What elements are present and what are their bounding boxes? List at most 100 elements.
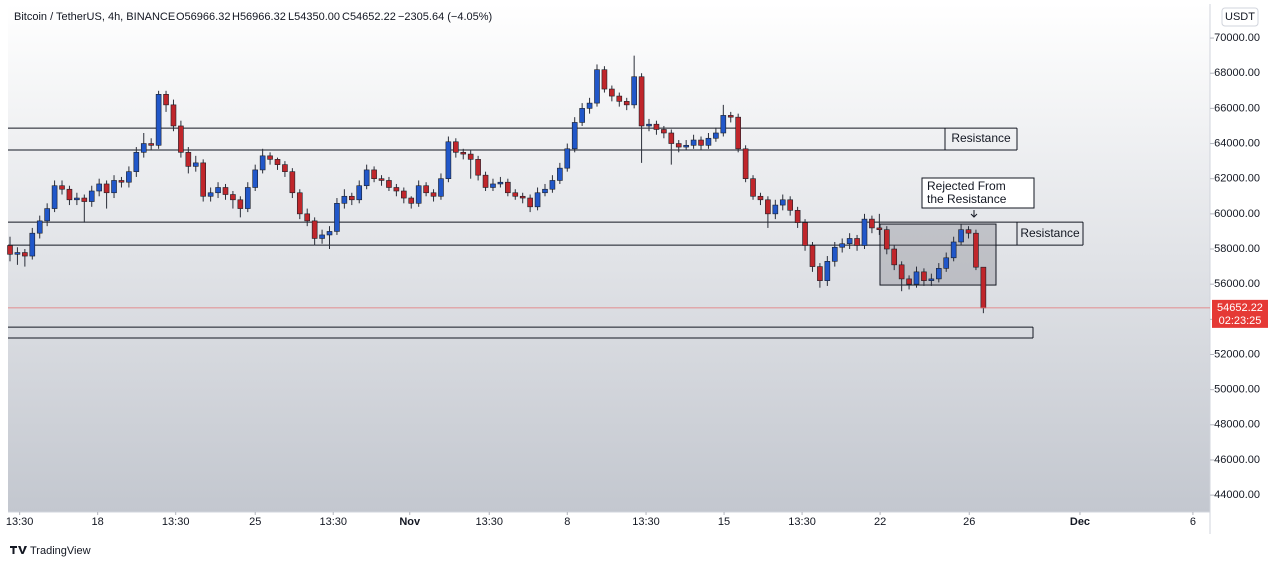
y-tick-label: 70000.00	[1214, 32, 1260, 44]
candle-body	[950, 241, 957, 259]
candle-body	[274, 159, 281, 165]
candle-body	[81, 197, 88, 202]
candle-body	[750, 178, 756, 197]
candle-body	[557, 167, 563, 181]
x-tick-label: 13:30	[162, 516, 190, 528]
candle-body	[883, 229, 890, 250]
last-price-label: 54652.22	[1217, 302, 1263, 314]
brand-logo	[10, 546, 27, 554]
x-tick-label: 25	[249, 516, 261, 528]
brand: TradingView	[10, 545, 91, 557]
x-tick-label: 15	[718, 516, 730, 528]
candle-body	[200, 162, 206, 197]
candle-body	[928, 278, 935, 281]
candle-body	[586, 102, 593, 109]
candle-body	[668, 132, 675, 144]
candle-body	[772, 204, 779, 215]
candle-body	[943, 257, 950, 269]
candle-body	[609, 88, 615, 97]
candle-body	[378, 178, 385, 181]
candle-body	[36, 220, 43, 234]
candle-body	[735, 116, 741, 150]
y-tick-label: 58000.00	[1214, 243, 1260, 255]
x-tick-label: 6	[1190, 516, 1196, 528]
x-tick-label: 8	[564, 516, 570, 528]
candle-body	[802, 222, 808, 246]
candle-body	[74, 197, 80, 201]
annotation-arrow	[970, 210, 978, 218]
candle-body	[371, 169, 377, 179]
symbol: Bitcoin / TetherUS, 4h, BINANCE	[14, 11, 175, 23]
low: L54350.00	[288, 11, 340, 23]
y-tick-label: 52000.00	[1214, 348, 1260, 360]
candle-body	[296, 192, 303, 215]
candle-body	[683, 144, 689, 148]
zone-label: Resistance	[1020, 226, 1080, 240]
candle-body	[779, 199, 786, 206]
candle-body	[638, 76, 645, 127]
candle-body	[170, 104, 177, 127]
candle-body	[282, 164, 288, 172]
candle-body	[386, 180, 392, 188]
candle-body	[326, 231, 333, 236]
x-tick-label: 13:30	[6, 516, 34, 528]
candle-body	[430, 192, 437, 197]
candle-body	[415, 185, 422, 204]
candle-body	[237, 199, 244, 209]
candle-body	[289, 171, 296, 194]
candle-body	[51, 185, 58, 209]
candle-body	[958, 229, 964, 243]
candle-body	[334, 203, 340, 232]
candle-body	[133, 152, 140, 172]
candle-body	[192, 162, 199, 167]
candle-body	[579, 108, 585, 123]
candle-body	[549, 180, 556, 190]
annotation: Rejected From the Resistance	[927, 179, 1007, 206]
candle-body	[497, 181, 504, 185]
candle-body	[616, 95, 623, 102]
candle-body	[534, 192, 541, 208]
plot-background	[8, 4, 1210, 512]
candle-body	[646, 123, 652, 127]
y-tick-label: 64000.00	[1214, 137, 1260, 149]
y-tick-label: 48000.00	[1214, 419, 1260, 431]
candle-body	[809, 245, 816, 267]
high: H56966.32	[232, 11, 286, 23]
candle-body	[527, 197, 533, 208]
candle-body	[876, 227, 883, 230]
candle-body	[906, 278, 912, 285]
candle-body	[178, 125, 184, 153]
candle-body	[304, 213, 311, 222]
x-tick-label: 13:30	[788, 516, 816, 528]
candle-body	[140, 143, 147, 153]
candle-body	[148, 143, 154, 146]
candle-body	[356, 185, 363, 201]
x-tick-label: Dec	[1070, 516, 1090, 528]
candle-body	[713, 132, 719, 139]
candle-body	[453, 141, 459, 153]
candle-body	[661, 129, 667, 134]
candle-body	[973, 232, 979, 268]
y-tick-label: 68000.00	[1214, 67, 1260, 79]
annotation-line: the Resistance	[927, 192, 1007, 206]
candle-body	[891, 248, 898, 266]
candle-body	[88, 190, 95, 202]
candle-body	[817, 266, 823, 281]
candle-body	[765, 199, 771, 215]
y-tick-label: 46000.00	[1214, 454, 1260, 466]
currency: USDT	[1225, 11, 1255, 23]
candle-body	[467, 153, 474, 160]
x-tick-label: 13:30	[632, 516, 660, 528]
currency-box[interactable]	[1221, 7, 1259, 27]
candle-body	[341, 195, 348, 204]
candle-body	[861, 218, 868, 246]
candle-body	[846, 238, 853, 245]
candle-body	[757, 195, 764, 201]
candle-body	[564, 148, 571, 169]
candle-body	[705, 137, 712, 146]
candle-body	[393, 187, 400, 192]
candle-body	[935, 268, 942, 280]
candle-body	[207, 192, 214, 197]
